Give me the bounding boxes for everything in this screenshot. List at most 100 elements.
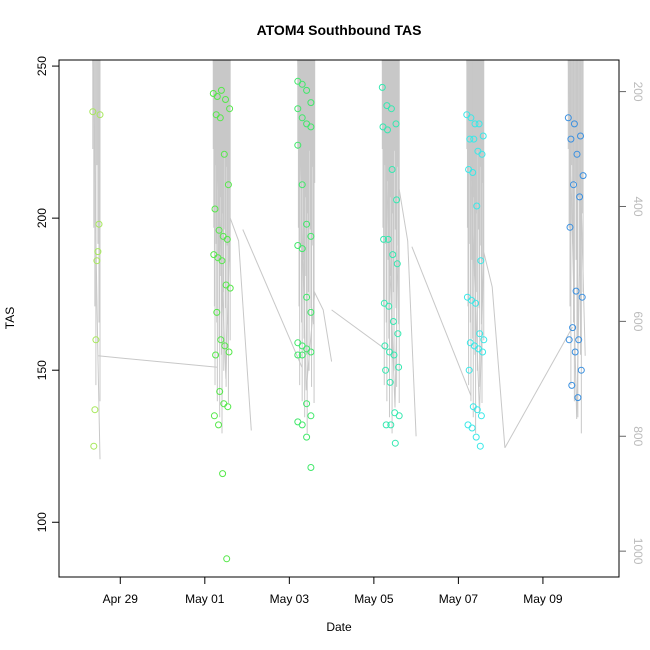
scatter-point (217, 336, 225, 344)
scatter-point (477, 257, 485, 265)
y-tick-label: 250 (35, 56, 49, 76)
scatter-point (382, 421, 390, 429)
scatter-point (217, 86, 225, 94)
scatter-point (216, 388, 224, 395)
scatter-point (476, 442, 484, 450)
scatter-point (298, 181, 306, 189)
scatter-point (380, 235, 388, 243)
scatter-point (307, 123, 315, 131)
scatter-point (573, 150, 581, 158)
scatter-point (224, 181, 232, 189)
scatter-point (570, 181, 577, 189)
scatter-point (218, 257, 226, 265)
scatter-point (298, 80, 306, 88)
scatter-point (392, 120, 400, 128)
scatter-point (567, 135, 575, 143)
chart-title: ATOM4 Southbound TAS (257, 22, 422, 38)
scatter-point (220, 150, 228, 158)
scatter-point (578, 293, 586, 301)
scatter-point (569, 324, 577, 332)
scatter-point (473, 406, 481, 414)
scatter-point (480, 336, 488, 344)
scatter-point (378, 83, 386, 91)
scatter-point (467, 114, 475, 122)
scatter-point (90, 442, 98, 450)
y-axis-label: TAS (3, 307, 17, 329)
right-tick-label: 600 (631, 311, 645, 331)
scatter-point (215, 226, 223, 234)
right-axis-series (92, 59, 586, 460)
scatter-point (479, 348, 487, 356)
scatter-point (395, 363, 403, 371)
scatter-point (466, 135, 474, 143)
x-axis-label: Date (326, 620, 352, 634)
scatter-point (388, 166, 396, 173)
scatter-point (565, 336, 573, 344)
scatter-point (294, 418, 302, 426)
scatter-point (475, 345, 482, 353)
scatter-point (91, 406, 99, 414)
scatter-point (298, 351, 306, 359)
scatter-point (464, 421, 472, 429)
right-tick-label: 800 (631, 426, 645, 446)
y-axis: 100 150 200 250 (35, 56, 59, 532)
scatter-point (479, 132, 487, 140)
scatter-point (294, 351, 302, 359)
scatter-point (395, 412, 403, 420)
scatter-point (213, 308, 221, 316)
scatter-point (307, 308, 315, 316)
scatter-point (89, 108, 97, 116)
scatter-point (92, 336, 100, 344)
scatter-point (96, 111, 104, 119)
scatter-point (307, 464, 315, 471)
scatter-point (382, 366, 390, 374)
scatter-point (393, 196, 401, 204)
scatter-point (298, 421, 306, 429)
right-series-line (504, 326, 573, 449)
scatter-point (472, 433, 480, 441)
right-series-line (297, 59, 333, 391)
scatter-point (572, 287, 580, 295)
scatter-point (577, 366, 585, 374)
scatter-point (468, 424, 476, 432)
scatter-point (387, 421, 395, 429)
scatter-point (477, 412, 485, 420)
scatter-point (470, 135, 478, 143)
scatter-point (478, 150, 486, 158)
scatter-point (94, 248, 102, 256)
x-axis: Apr 29 May 01 May 03 May 05 May 07 May 09 (103, 577, 563, 606)
x-tick-label: May 05 (354, 592, 394, 606)
scatter-point (570, 120, 578, 128)
scatter-point (211, 205, 219, 213)
scatter-point (465, 366, 473, 374)
right-series-line (331, 309, 387, 351)
scatter-point (225, 348, 233, 356)
scatter-point (387, 105, 395, 113)
scatter-point (213, 93, 221, 100)
scatter-point (221, 342, 229, 350)
x-tick-label: May 09 (523, 592, 563, 606)
scatter-point (219, 470, 227, 478)
scatter-point (473, 202, 481, 210)
scatter-point (223, 235, 231, 243)
scatter-point (575, 336, 583, 344)
scatter-point (307, 232, 315, 240)
scatter-point (389, 251, 397, 259)
scatter-point (212, 351, 220, 359)
scatter-point (303, 86, 311, 94)
right-series-line (411, 246, 472, 397)
right-axis: 200 400 600 800 1000 (619, 82, 645, 565)
scatter-point (393, 260, 401, 268)
scatter-point (303, 220, 311, 228)
scatter-point (294, 105, 302, 113)
scatter-point (303, 433, 311, 441)
scatter-point (223, 555, 231, 563)
y-tick-label: 150 (35, 360, 49, 380)
scatter-point (95, 220, 103, 228)
scatter-point (390, 351, 398, 359)
scatter-point (475, 120, 483, 128)
scatter-point (470, 342, 478, 350)
x-tick-label: May 07 (439, 592, 479, 606)
x-tick-label: Apr 29 (103, 592, 139, 606)
